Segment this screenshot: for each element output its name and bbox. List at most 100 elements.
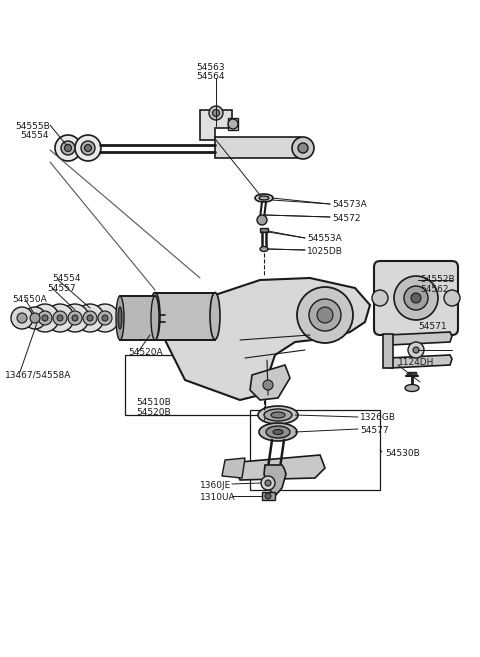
Text: 54554: 54554 [20, 131, 48, 140]
Polygon shape [85, 143, 100, 154]
Circle shape [61, 141, 75, 155]
Circle shape [261, 476, 275, 490]
Ellipse shape [273, 430, 283, 434]
Circle shape [228, 119, 238, 129]
Circle shape [309, 299, 341, 331]
Text: 54577: 54577 [360, 426, 389, 435]
Text: 54520B: 54520B [136, 408, 170, 417]
Text: 54530B: 54530B [385, 449, 420, 458]
Circle shape [257, 215, 267, 225]
Bar [250, 410, 380, 490]
Circle shape [61, 304, 89, 332]
Ellipse shape [258, 406, 298, 424]
Text: 1025DB: 1025DB [307, 247, 343, 256]
Circle shape [68, 311, 82, 325]
Polygon shape [222, 458, 245, 478]
Ellipse shape [150, 292, 160, 340]
Ellipse shape [264, 409, 292, 421]
Polygon shape [228, 118, 238, 130]
Text: 13467/54558A: 13467/54558A [5, 370, 72, 379]
Circle shape [372, 290, 388, 306]
Circle shape [404, 286, 428, 310]
Circle shape [46, 304, 74, 332]
Text: 54563: 54563 [196, 63, 225, 72]
Text: 54555B: 54555B [15, 122, 50, 131]
Circle shape [55, 135, 81, 161]
Polygon shape [264, 465, 286, 496]
Circle shape [297, 287, 353, 343]
Text: 1360JE: 1360JE [200, 481, 231, 490]
Ellipse shape [266, 426, 290, 438]
Circle shape [317, 307, 333, 323]
Text: 1124DH: 1124DH [398, 358, 434, 367]
Circle shape [98, 311, 112, 325]
Circle shape [87, 315, 93, 321]
Text: 1326GB: 1326GB [360, 413, 396, 422]
Circle shape [213, 110, 219, 116]
Circle shape [292, 137, 314, 159]
Ellipse shape [153, 304, 157, 328]
Polygon shape [200, 110, 232, 140]
Circle shape [38, 311, 52, 325]
Polygon shape [120, 296, 155, 340]
Circle shape [75, 135, 101, 161]
Circle shape [81, 141, 95, 155]
Polygon shape [155, 293, 215, 340]
Circle shape [408, 342, 424, 358]
Circle shape [42, 315, 48, 321]
Circle shape [84, 145, 92, 152]
Text: 54571: 54571 [418, 322, 446, 331]
Circle shape [413, 347, 419, 353]
Ellipse shape [259, 196, 269, 200]
Bar [125, 355, 265, 415]
Text: 54562: 54562 [420, 285, 448, 294]
Polygon shape [165, 278, 370, 400]
Circle shape [53, 311, 67, 325]
Circle shape [17, 313, 27, 323]
Circle shape [72, 315, 78, 321]
Ellipse shape [151, 296, 159, 340]
Circle shape [57, 315, 63, 321]
Circle shape [76, 304, 104, 332]
Circle shape [11, 307, 33, 329]
Ellipse shape [210, 292, 220, 340]
Circle shape [102, 315, 108, 321]
Circle shape [444, 290, 460, 306]
Text: 54564: 54564 [196, 72, 225, 81]
Ellipse shape [118, 307, 122, 329]
Circle shape [91, 304, 119, 332]
Ellipse shape [116, 296, 124, 340]
Polygon shape [388, 332, 452, 345]
Ellipse shape [405, 384, 419, 392]
Polygon shape [262, 492, 275, 500]
Circle shape [394, 276, 438, 320]
Text: 54553A: 54553A [307, 234, 342, 243]
Ellipse shape [260, 246, 268, 252]
Circle shape [265, 480, 271, 486]
Text: 54520A: 54520A [128, 348, 163, 357]
Text: 54554: 54554 [52, 274, 81, 283]
Ellipse shape [255, 194, 273, 202]
Ellipse shape [271, 412, 285, 418]
Circle shape [31, 304, 59, 332]
Polygon shape [260, 228, 268, 232]
Polygon shape [250, 365, 290, 400]
Circle shape [263, 380, 273, 390]
Circle shape [24, 307, 46, 329]
Text: 54552B: 54552B [420, 275, 455, 284]
Circle shape [209, 106, 223, 120]
Text: 54550A: 54550A [12, 295, 47, 304]
Circle shape [30, 313, 40, 323]
Circle shape [265, 493, 271, 499]
FancyBboxPatch shape [374, 261, 458, 335]
Text: 54510B: 54510B [136, 398, 171, 407]
Text: 54557: 54557 [47, 284, 76, 293]
Polygon shape [237, 455, 325, 480]
Circle shape [83, 311, 97, 325]
Circle shape [411, 293, 421, 303]
Text: 54573A: 54573A [332, 200, 367, 209]
Circle shape [298, 143, 308, 153]
Text: 54572: 54572 [332, 214, 360, 223]
Polygon shape [388, 355, 452, 368]
Polygon shape [383, 334, 393, 368]
